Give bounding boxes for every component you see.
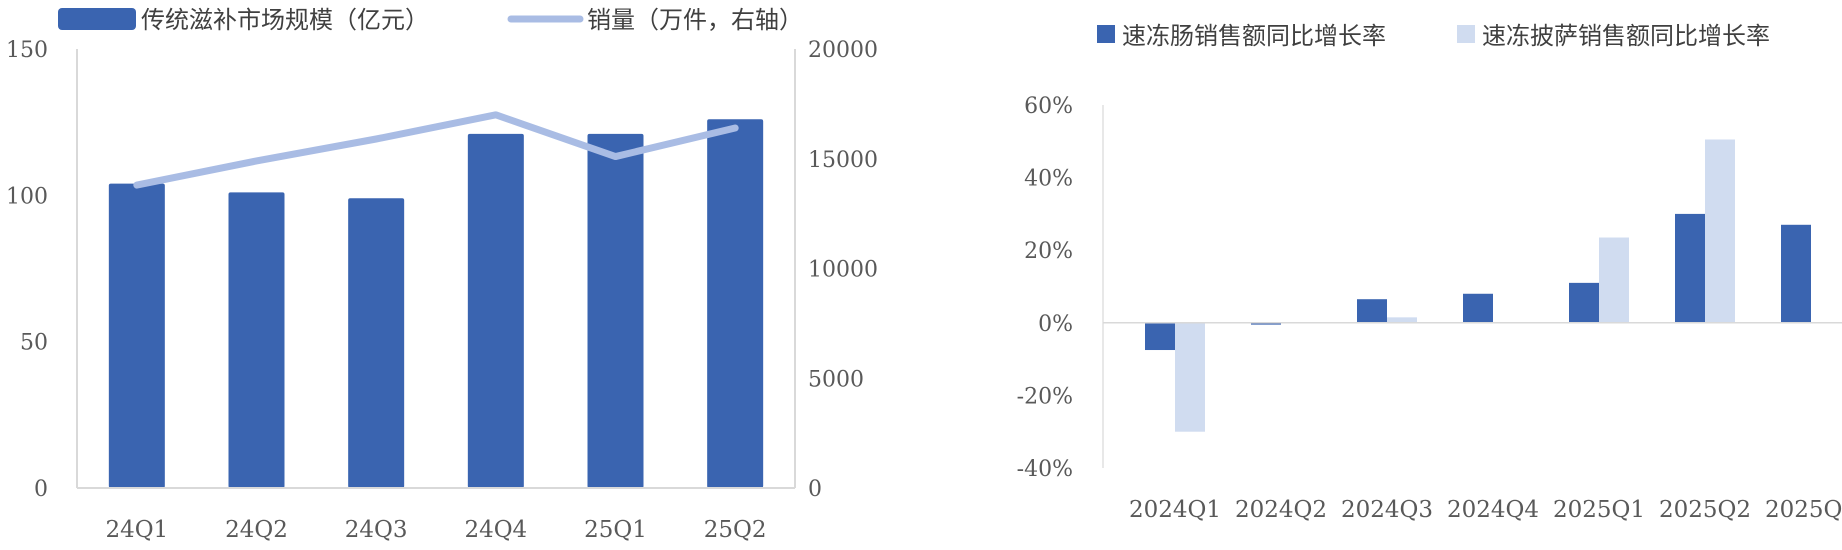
left-chart-y-tick-label: 0 [34,477,48,502]
left-chart-y2-tick-label: 5000 [808,367,864,392]
left-chart-bar [707,119,764,489]
right-chart-x-tick-label: 2025Q3 [1765,497,1842,523]
right-chart-bar-series-2 [1599,237,1629,323]
left-chart-x-tick-label: 24Q3 [345,517,408,543]
legend-label-market-size: 传统滋补市场规模（亿元） [141,6,429,34]
left-chart-x-tick-label: 25Q2 [704,517,767,543]
right-chart-x-tick-label: 2024Q1 [1129,497,1221,523]
left-chart-x-tick-label: 24Q1 [105,517,168,543]
legend-swatch-market-size [58,8,136,30]
right-chart-y-tick-label: -20% [1017,384,1073,409]
right-chart-bar-series-1 [1781,224,1811,323]
right-chart-x-tick-label: 2024Q3 [1341,497,1433,523]
right-chart-x-tick-label: 2024Q4 [1447,497,1539,523]
left-chart-x-tick-label: 24Q4 [464,517,527,543]
legend-swatch-sausage [1097,25,1115,43]
right-chart-y-tick-label: -40% [1017,457,1073,482]
left-chart-x-tick-label: 25Q1 [584,517,647,543]
right-chart-y-tick-label: 20% [1024,239,1073,264]
left-chart-bar [587,133,644,488]
right-chart-bar-series-1 [1463,293,1493,323]
right-chart-y-tick-label: 60% [1024,94,1073,119]
right-chart-bar-series-1 [1357,299,1387,323]
right-chart-y-tick-label: 0% [1038,312,1073,337]
left-chart-y-tick-label: 150 [6,38,48,63]
left-chart-y2-tick-label: 20000 [808,38,878,63]
left-chart-y2-tick-label: 15000 [808,148,878,173]
right-chart-bar-series-1 [1569,282,1599,323]
legend-swatch-pizza [1457,25,1475,43]
right-chart-bar-series-1 [1675,213,1705,323]
left-chart-y-tick-label: 100 [6,184,48,209]
legend-label-sales-volume: 销量（万件，右轴） [587,6,803,34]
right-chart-bar-series-2 [1175,322,1205,432]
right-chart-bar-series-1 [1251,322,1281,325]
right-chart-y-tick-label: 40% [1024,167,1073,192]
legend-label-pizza: 速冻披萨销售额同比增长率 [1482,22,1770,50]
right-chart-x-tick-label: 2025Q1 [1553,497,1645,523]
left-chart-x-tick-label: 24Q2 [225,517,288,543]
left-chart-line-series [133,111,739,189]
right-chart-x-tick-label: 2024Q2 [1235,497,1327,523]
right-chart-bar-series-2 [1387,317,1417,323]
legend-label-sausage: 速冻肠销售额同比增长率 [1122,22,1386,50]
left-chart-bar [108,183,165,489]
left-chart-bar [467,133,524,488]
left-chart-bar [228,192,285,488]
left-chart-y2-tick-label: 10000 [808,258,878,283]
left-chart-y2-tick-label: 0 [808,477,822,502]
left-chart-bar [348,198,405,488]
right-chart-bar-series-2 [1705,139,1735,323]
right-chart-x-tick-label: 2025Q2 [1659,497,1751,523]
left-chart-y-tick-label: 50 [20,331,48,356]
right-chart-bar-series-1 [1145,322,1175,351]
